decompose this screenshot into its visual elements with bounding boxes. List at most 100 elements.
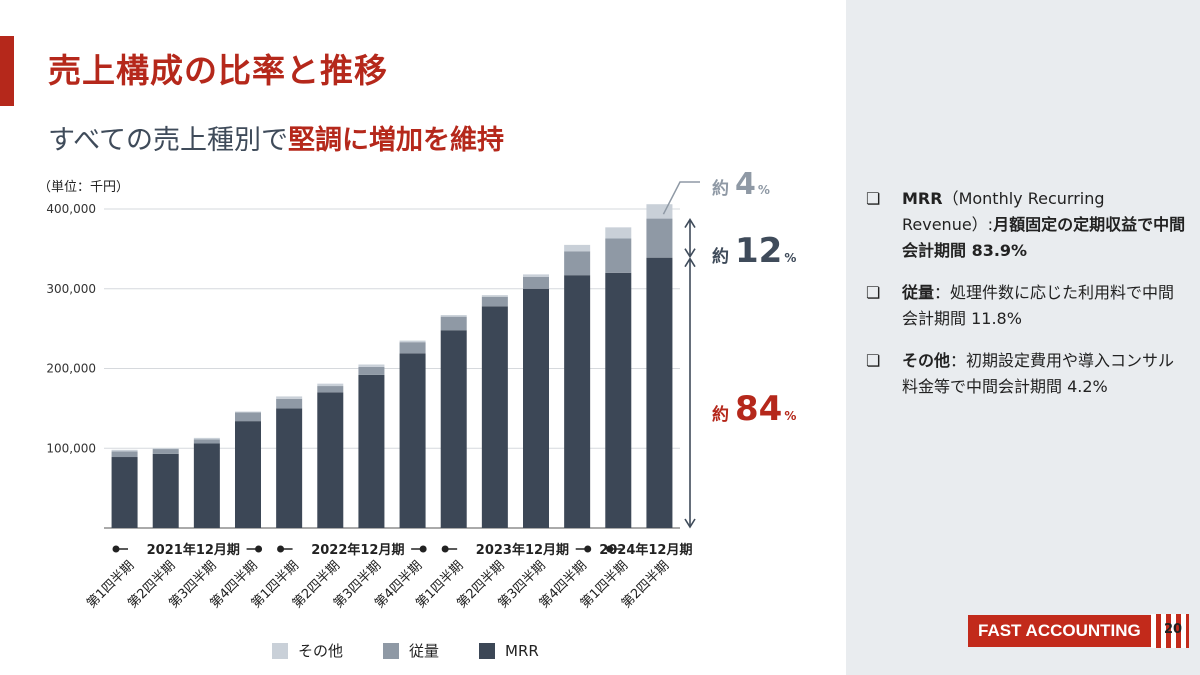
y-tick-label: 100,000 bbox=[46, 441, 96, 455]
right-panel bbox=[846, 0, 1200, 675]
note-term: 従量 bbox=[902, 283, 935, 302]
subtitle-prefix: すべての売上種別で bbox=[48, 125, 289, 156]
bar-segment bbox=[646, 257, 673, 528]
legend-item-other: その他 bbox=[272, 640, 343, 661]
bar-segment bbox=[276, 398, 303, 409]
slide-subtitle: すべての売上種別で堅調に増加を維持 bbox=[48, 118, 504, 157]
bar-segment bbox=[564, 251, 591, 276]
year-marker-dot bbox=[255, 545, 263, 553]
bar-segment bbox=[111, 457, 138, 528]
unit-label: （単位：千円） bbox=[38, 180, 130, 195]
note-text: その他：初期設定費用や導入コンサル料金等で中間会計期間 4.2% bbox=[902, 348, 1186, 400]
legend-swatch-other bbox=[272, 642, 288, 659]
y-tick-label: 400,000 bbox=[46, 202, 96, 216]
bar-segment bbox=[152, 449, 179, 454]
note-jyuryo: ❏ 従量：処理件数に応じた利用料で中間会計期間 11.8% bbox=[866, 280, 1186, 332]
bar-segment bbox=[152, 453, 179, 528]
annotation-other-suffix: % bbox=[758, 183, 770, 197]
year-marker-dot bbox=[584, 545, 592, 553]
year-marker-dot bbox=[419, 545, 427, 553]
mrr-arrow-head-icon bbox=[684, 257, 696, 268]
annotation-mrr-value: 84 bbox=[735, 389, 782, 429]
slide-title: 売上構成の比率と推移 bbox=[48, 51, 388, 90]
bar-segment bbox=[358, 366, 385, 375]
legend-item-jyuryo: 従量 bbox=[383, 640, 439, 661]
note-text: 従量：処理件数に応じた利用料で中間会計期間 11.8% bbox=[902, 280, 1186, 332]
bar-segment bbox=[193, 437, 220, 440]
jyuryo-arrow-head-icon bbox=[684, 248, 696, 259]
annotation-other-prefix: 約 bbox=[712, 178, 729, 199]
annotation-other-value: 4 bbox=[735, 167, 756, 202]
note-paren: （Monthly Recurring Revenue）: bbox=[902, 189, 1105, 234]
bar-segment bbox=[646, 204, 673, 219]
year-group-label: 2022年12月期 bbox=[311, 542, 404, 558]
bar-segment bbox=[399, 340, 426, 343]
bar-segment bbox=[440, 330, 467, 528]
annotation-other: 約 4% bbox=[712, 167, 770, 202]
bar-segment bbox=[605, 227, 632, 239]
note-desc: 初期設定費用や導入コンサル料金等で中間会計期間 4.2% bbox=[902, 351, 1175, 396]
bar-segment bbox=[564, 275, 591, 528]
bar-segment bbox=[440, 316, 467, 331]
bar-segment bbox=[358, 364, 385, 367]
bar-segment bbox=[358, 374, 385, 528]
year-group-label: 2023年12月期 bbox=[476, 542, 569, 558]
bar-segment bbox=[235, 421, 261, 528]
bar-segment bbox=[399, 342, 426, 354]
year-group-label: 2021年12月期 bbox=[147, 542, 240, 558]
bar-segment bbox=[605, 272, 632, 528]
note-paren: ： bbox=[934, 283, 951, 302]
legend-swatch-jyuryo bbox=[383, 642, 400, 659]
annotation-mrr: 約 84% bbox=[712, 389, 796, 429]
bar-segment bbox=[235, 412, 261, 422]
note-term: その他 bbox=[902, 351, 951, 370]
jyuryo-arrow-head-icon bbox=[684, 218, 696, 228]
bar-segment bbox=[523, 276, 549, 289]
note-desc: 処理件数に応じた利用料で中間会計期間 11.8% bbox=[902, 283, 1175, 328]
y-tick-label: 200,000 bbox=[46, 362, 96, 376]
bar-segment bbox=[193, 443, 220, 528]
bar-segment bbox=[523, 274, 549, 277]
legend-item-mrr: MRR bbox=[479, 640, 539, 661]
bar-segment bbox=[235, 411, 261, 413]
note-desc: 月額固定の定期収益で中間会計期間 83.9% bbox=[902, 215, 1186, 260]
other-leader-line bbox=[662, 181, 700, 215]
annotation-jyuryo-suffix: % bbox=[784, 251, 796, 265]
bar-segment bbox=[481, 306, 508, 528]
bar-segment bbox=[481, 295, 508, 297]
bar-segment bbox=[564, 244, 591, 252]
legend-label-other: その他 bbox=[298, 642, 344, 660]
checkbox-icon: ❏ bbox=[866, 351, 881, 370]
annotation-jyuryo-prefix: 約 bbox=[712, 246, 729, 267]
chart-legend: その他 従量 MRR bbox=[272, 640, 539, 661]
bar-segment bbox=[317, 392, 344, 528]
bar-segment bbox=[605, 238, 632, 273]
year-group-label: 2024年12月期 bbox=[599, 542, 692, 558]
stacked-bar-chart: 100,000200,000300,000400,000第1四半期第2四半期第3… bbox=[46, 167, 796, 611]
annotation-jyuryo-value: 12 bbox=[735, 231, 782, 271]
checkbox-icon: ❏ bbox=[866, 283, 881, 302]
note-paren: ： bbox=[950, 351, 967, 370]
annotation-mrr-prefix: 約 bbox=[712, 404, 729, 425]
annotation-jyuryo: 約 12% bbox=[712, 231, 796, 271]
bar-segment bbox=[523, 288, 549, 528]
y-tick-label: 300,000 bbox=[46, 282, 96, 296]
title-accent-bar bbox=[0, 36, 14, 106]
bar-segment bbox=[152, 448, 179, 450]
page-number: 20 bbox=[1164, 622, 1183, 637]
mrr-arrow-head-icon bbox=[684, 518, 696, 529]
bar-segment bbox=[193, 439, 220, 444]
note-term: MRR bbox=[902, 189, 943, 208]
bar-segment bbox=[481, 296, 508, 307]
bar-segment bbox=[317, 383, 344, 387]
legend-label-mrr: MRR bbox=[505, 641, 539, 660]
note-other: ❏ その他：初期設定費用や導入コンサル料金等で中間会計期間 4.2% bbox=[866, 348, 1186, 400]
annotation-mrr-suffix: % bbox=[784, 409, 796, 423]
bar-segment bbox=[111, 451, 138, 458]
legend-swatch-mrr bbox=[479, 642, 496, 659]
bar-segment bbox=[399, 353, 426, 528]
bar-segment bbox=[111, 449, 138, 452]
note-mrr: ❏ MRR（Monthly Recurring Revenue）:月額固定の定期… bbox=[866, 186, 1186, 264]
bar-segment bbox=[276, 396, 303, 399]
note-text: MRR（Monthly Recurring Revenue）:月額固定の定期収益… bbox=[902, 186, 1186, 264]
